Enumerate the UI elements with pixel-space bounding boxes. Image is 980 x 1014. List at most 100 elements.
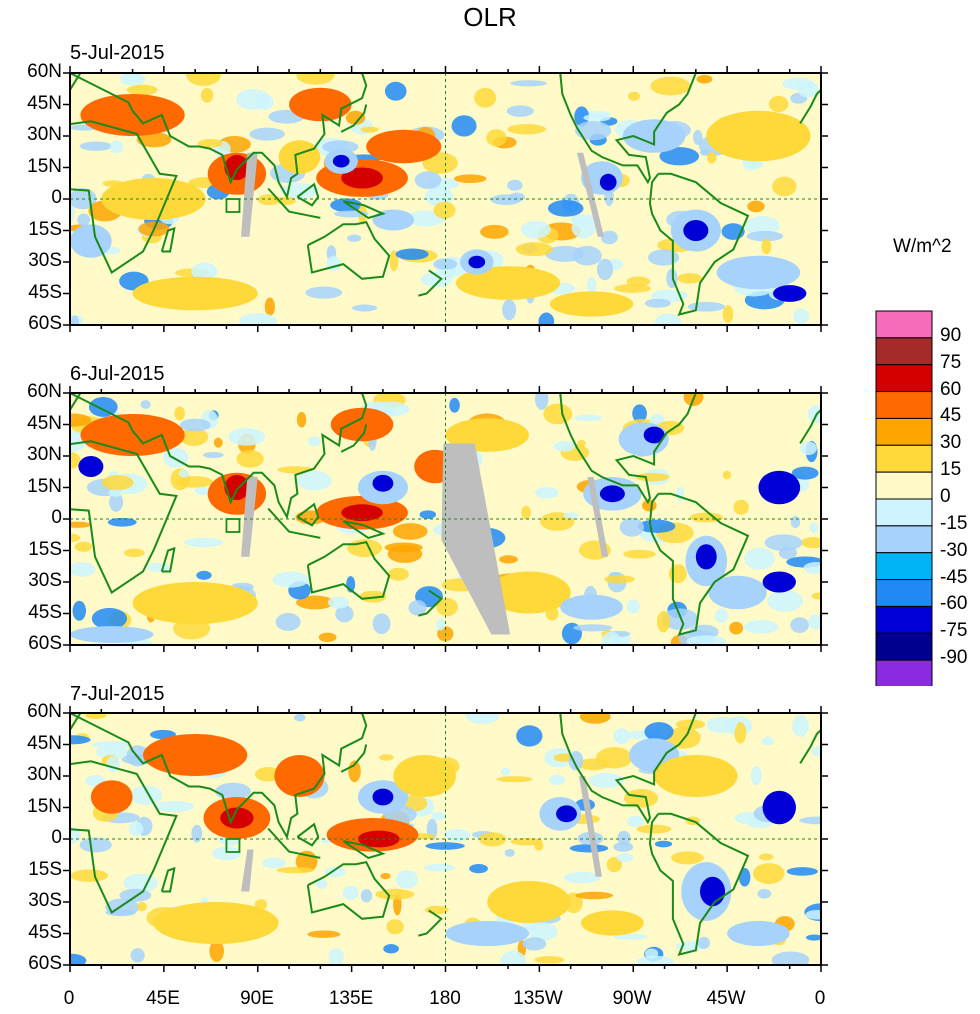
anomaly-patch <box>689 512 724 523</box>
lat-label: 45S <box>28 281 62 303</box>
anomaly-blob <box>330 407 394 442</box>
coastline <box>70 73 368 200</box>
anomaly-patch <box>200 897 209 904</box>
anomaly-patch <box>70 953 87 965</box>
anomaly-patch <box>686 635 727 645</box>
anomaly-patch <box>644 722 674 742</box>
anomaly-blob <box>70 224 112 258</box>
anomaly-patch <box>74 541 93 552</box>
chart-title: OLR <box>463 2 517 32</box>
map-panel-3 <box>63 706 828 972</box>
lat-label: 30S <box>28 890 62 911</box>
anomaly-patch <box>420 271 453 288</box>
missing-swath <box>241 477 258 557</box>
anomaly-patch <box>675 486 685 502</box>
coastline <box>296 502 320 527</box>
anomaly-patch <box>79 837 112 853</box>
colorbar-swatch <box>875 471 933 500</box>
colorbar-swatch <box>875 579 933 607</box>
anomaly-patch <box>352 304 378 312</box>
anomaly-patch <box>586 277 597 294</box>
coastline <box>799 409 821 444</box>
anomaly-blob <box>372 788 394 806</box>
anomaly-patch <box>613 933 648 940</box>
anomaly-patch <box>360 126 379 133</box>
anomaly-patch <box>722 305 734 324</box>
anomaly-patch <box>387 544 423 563</box>
colorbar-swatch <box>875 337 933 366</box>
anomaly-patch <box>750 765 762 786</box>
anomaly-patch <box>360 889 373 903</box>
anomaly-patch <box>744 216 780 236</box>
coastline <box>648 812 750 956</box>
anomaly-patch <box>757 888 772 899</box>
colorbar-label: -30 <box>940 539 968 561</box>
anomaly-patch <box>507 179 523 191</box>
lon-label-90e: 90E <box>240 988 274 1009</box>
lat-label: 30N <box>27 124 62 145</box>
anomaly-patch <box>261 857 287 869</box>
coastline <box>340 424 368 453</box>
colorbar-label: -60 <box>940 593 968 615</box>
coastline <box>340 104 368 133</box>
anomaly-patch <box>154 800 195 813</box>
anomaly-patch <box>119 73 146 86</box>
colorbar-label: 90 <box>940 324 962 346</box>
anomaly-patch <box>88 397 118 417</box>
colorbar-label: 75 <box>940 351 962 373</box>
lat-label: 45N <box>27 92 62 114</box>
anomaly-patch <box>500 950 527 965</box>
anomaly-patch <box>504 849 515 857</box>
anomaly-patch <box>70 413 92 427</box>
anomaly-patch <box>296 595 335 610</box>
anomaly-patch <box>174 406 185 421</box>
coastline <box>267 187 321 219</box>
anomaly-patch <box>130 948 145 963</box>
colorbar-units: W/m^2 <box>893 236 952 257</box>
anomaly-blob <box>289 87 352 122</box>
anomaly-patch <box>342 885 359 901</box>
anomaly-patch <box>516 725 543 747</box>
anomaly-patch <box>772 176 797 197</box>
lon-label-135e: 135E <box>328 988 374 1009</box>
coastline <box>306 220 391 280</box>
colorbar-swatch <box>875 444 933 473</box>
missing-swath <box>241 849 254 892</box>
coastline <box>799 729 821 764</box>
coastline <box>296 822 320 847</box>
lon-label-0-end: 0 <box>814 988 826 1009</box>
anomaly-patch <box>637 519 676 533</box>
anomaly-patch <box>654 840 673 848</box>
anomaly-patch <box>650 76 691 96</box>
anomaly-patch <box>179 428 209 446</box>
anomaly-patch <box>228 428 266 446</box>
anomaly-patch <box>786 867 818 876</box>
anomaly-patch <box>387 567 409 581</box>
anomaly-patch <box>70 826 81 845</box>
anomaly-patch <box>808 614 821 630</box>
anomaly-patch <box>70 315 79 325</box>
coastline <box>160 546 176 573</box>
anomaly-blob <box>695 544 717 570</box>
anomaly-patch <box>749 160 764 169</box>
anomaly-blob <box>90 780 133 814</box>
anomaly-patch <box>619 517 645 537</box>
anomaly-patch <box>656 610 670 633</box>
anomaly-blob <box>341 504 383 522</box>
lat-label: 45S <box>28 921 62 943</box>
anomaly-patch <box>808 522 819 534</box>
anomaly-patch <box>496 776 533 783</box>
lat-label: 60S <box>28 313 62 334</box>
anomaly-patch <box>534 956 565 964</box>
anomaly-blob <box>153 902 279 944</box>
anomaly-patch <box>79 141 113 151</box>
anomaly-patch <box>140 400 151 409</box>
anomaly-patch <box>538 312 555 325</box>
anomaly-patch <box>126 84 158 96</box>
anomaly-patch <box>626 276 651 287</box>
anomaly-patch <box>196 570 212 580</box>
anomaly-blob <box>758 470 801 505</box>
coastline <box>799 89 821 124</box>
anomaly-blob <box>581 910 644 936</box>
coastline <box>267 507 321 539</box>
